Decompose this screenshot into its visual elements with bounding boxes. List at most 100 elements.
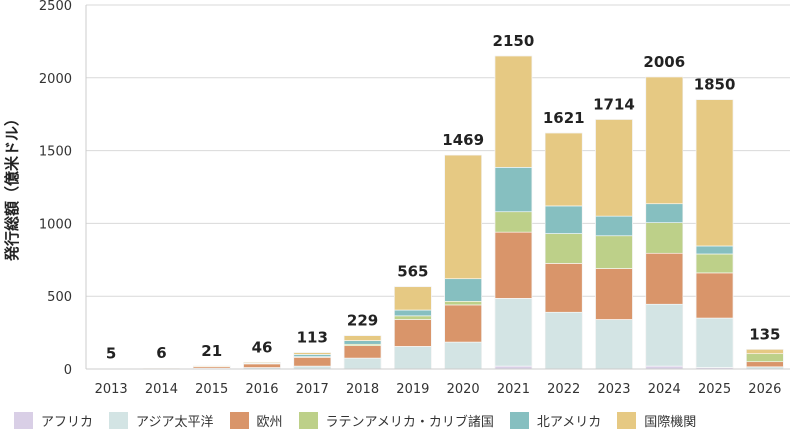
bar-segment-2022: [544, 205, 583, 234]
legend-label: アジア太平洋: [136, 414, 214, 430]
bar-segment-2025: [695, 245, 734, 255]
bar-segment-2021: [494, 211, 533, 233]
bar-segment-2018: [343, 335, 382, 341]
x-tick-label: 2020: [447, 382, 480, 397]
bar-stacks: [92, 55, 784, 370]
y-tick-label: 0: [64, 363, 72, 378]
bar-segment-2022: [544, 132, 583, 207]
legend-item: アフリカ: [14, 411, 93, 430]
legend-label: 欧州: [256, 414, 283, 430]
y-tick-label: 2000: [39, 72, 72, 87]
legend-item: アジア太平洋: [109, 411, 214, 430]
bar-segment-2025: [695, 317, 734, 368]
bar-segment-2023: [595, 119, 633, 217]
bar-segment-2020: [444, 278, 482, 302]
total-label-2016: 46: [252, 338, 273, 356]
bar-segment-2020: [444, 300, 482, 306]
bar-segment-2023: [595, 319, 633, 370]
total-label-2024: 2006: [643, 53, 685, 71]
y-tick-label: 1000: [39, 217, 72, 232]
x-tick-label: 2013: [95, 382, 128, 397]
bar-segment-2020: [444, 341, 482, 370]
bar-segment-2019: [394, 286, 432, 311]
x-tick-label: 2018: [346, 382, 379, 397]
legend-swatch: [298, 411, 318, 429]
grid-lines: [86, 4, 790, 297]
x-tick-label: 2014: [145, 382, 178, 397]
x-tick-label: 2023: [597, 382, 630, 397]
bar-segment-2019: [394, 309, 432, 317]
bar-segment-2018: [343, 345, 382, 359]
bar-segment-2017: [293, 352, 332, 355]
bar-segment-2024: [645, 203, 684, 223]
bar-segment-2020: [444, 304, 482, 343]
total-label-2025: 1850: [694, 76, 736, 94]
legend-swatch: [109, 411, 129, 429]
total-label-2022: 1621: [543, 109, 585, 127]
legend-item: 国際機関: [617, 411, 696, 430]
legend-swatch: [229, 411, 249, 429]
legend-swatch: [14, 411, 33, 429]
bar-segment-2019: [394, 315, 432, 320]
bar-segment-2017: [293, 354, 332, 357]
x-tick-label: 2024: [648, 382, 681, 397]
bar-segment-2022: [544, 233, 583, 264]
y-tick-label: 2500: [39, 0, 72, 14]
total-label-2017: 113: [297, 329, 328, 347]
bar-segment-2024: [645, 76, 684, 205]
x-tick-label: 2025: [698, 382, 731, 397]
bar-segment-2023: [595, 235, 633, 269]
bar-segment-2021: [494, 167, 533, 213]
legend-label: 国際機関: [644, 414, 697, 430]
total-label-2026: 135: [749, 325, 780, 343]
legend: アフリカ アジア太平洋 欧州 ラテンアメリカ・カリブ諸国 北アメリカ 国際機関: [14, 409, 712, 431]
bar-segment-2024: [645, 303, 684, 367]
legend-item: 欧州: [229, 411, 283, 430]
y-tick-label: 500: [47, 290, 72, 305]
tick-labels: 0 500 1000 1500 2000 2500 2013 2014 2015 2016 2017…: [39, 0, 781, 397]
bar-segment-2024: [645, 222, 684, 254]
x-tick-label: 2021: [497, 382, 530, 397]
bar-segment-2021: [494, 231, 533, 299]
bar-segment-2021: [494, 55, 533, 168]
axes: [85, 5, 790, 370]
bar-segment-2016: [243, 363, 281, 368]
legend-swatch: [617, 411, 637, 429]
bar-segment-2025: [695, 99, 734, 247]
bar-segment-2023: [595, 268, 633, 320]
stacked-bar-chart: 0 500 1000 1500 2000 2500 2013 2014 2015 2016 2017…: [3, 0, 790, 397]
legend-label: 北アメリカ: [536, 414, 602, 430]
bar-segment-2019: [394, 346, 432, 370]
legend-label: アフリカ: [41, 414, 94, 430]
legend-item: ラテンアメリカ・カリブ諸国: [298, 411, 494, 430]
bar-segment-2023: [595, 215, 633, 237]
legend-item: 北アメリカ: [509, 411, 602, 430]
bar-segment-2022: [544, 263, 583, 313]
total-label-2019: 565: [397, 263, 428, 281]
total-label-2021: 2150: [493, 32, 535, 50]
total-label-2020: 1469: [442, 131, 484, 149]
x-tick-label: 2026: [748, 382, 781, 397]
total-label-2013: 5: [106, 344, 116, 362]
total-label-2023: 1714: [593, 95, 635, 113]
bar-segment-2026: [746, 361, 784, 368]
x-tick-label: 2016: [245, 382, 278, 397]
bar-segment-2024: [645, 252, 684, 305]
y-axis-label: 発行総額（億米ドル）: [3, 111, 21, 262]
total-label-2018: 229: [347, 312, 378, 330]
legend-swatch: [509, 411, 529, 429]
x-tick-label: 2015: [195, 382, 228, 397]
legend-label: ラテンアメリカ・カリブ諸国: [325, 414, 494, 430]
bar-segment-2018: [343, 357, 382, 370]
total-label-2015: 21: [201, 342, 222, 360]
y-tick-label: 1500: [39, 145, 72, 160]
x-tick-label: 2017: [296, 382, 329, 397]
total-labels: 5 6 21 46 113 229 565 1469 2150 1621 1714 2006 1850 1…: [106, 32, 781, 362]
bar-segment-2018: [343, 340, 382, 345]
bar-segment-2020: [444, 154, 482, 280]
bar-segment-2026: [746, 353, 784, 363]
bar-segment-2025: [695, 253, 734, 274]
bar-segment-2021: [494, 298, 533, 367]
x-tick-label: 2022: [547, 382, 580, 397]
bar-segment-2017: [293, 357, 332, 367]
